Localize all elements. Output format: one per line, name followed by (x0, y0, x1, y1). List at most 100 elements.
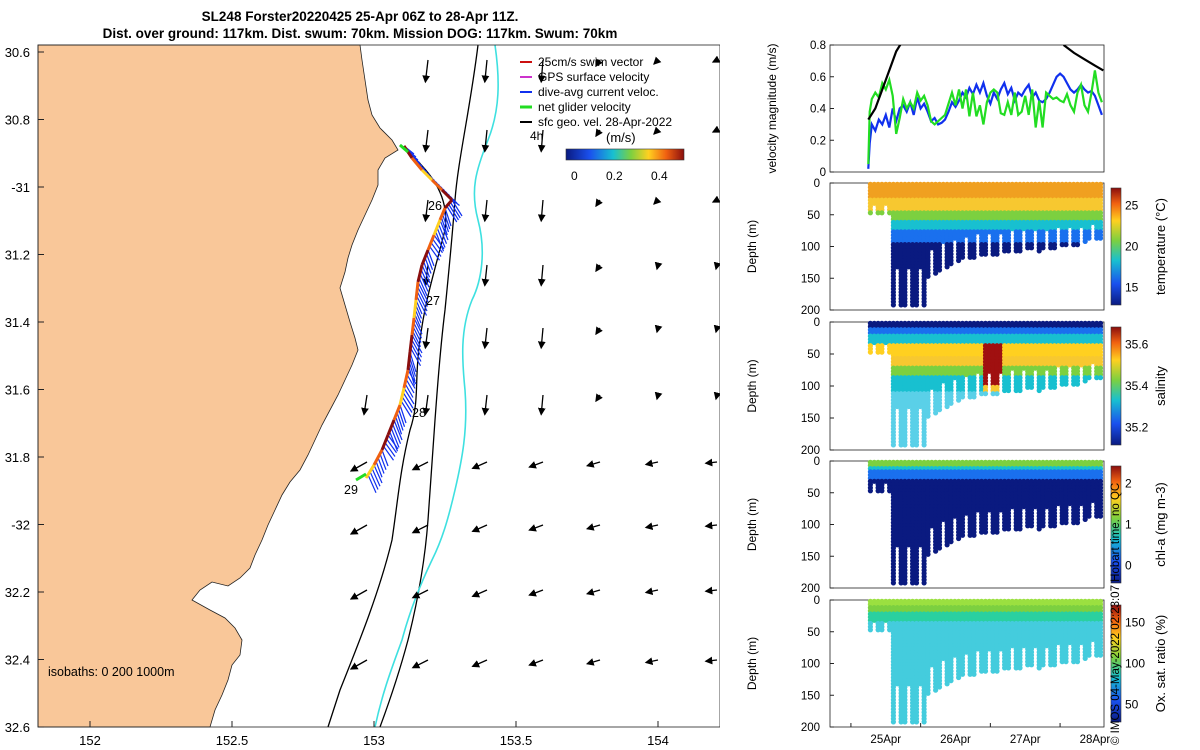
section-point (1082, 516, 1088, 523)
section-point (1078, 222, 1084, 229)
section-point (910, 580, 916, 586)
geo-vector (528, 461, 544, 469)
section-point (1067, 222, 1073, 229)
section-point (1036, 387, 1042, 394)
section-point (959, 532, 966, 538)
dive-avg-vector (399, 404, 407, 424)
dive-avg-vector (393, 419, 403, 441)
colorbar-tick-label: 35.2 (1125, 420, 1149, 434)
dive-avg-vector (411, 330, 422, 348)
legend-net: net glider velocity (538, 100, 631, 114)
section-point (883, 200, 889, 206)
legend-gps: GPS surface velocity (538, 70, 649, 84)
section-point (875, 210, 881, 216)
section-point (894, 681, 900, 687)
track-segment (440, 188, 454, 202)
section-point (994, 391, 1000, 397)
section-point (1097, 375, 1104, 381)
dive-avg-vector (373, 464, 383, 484)
map-y-tick-label: 30.8 (5, 113, 30, 128)
section-point (867, 488, 873, 494)
velocity-ylabel: velocity magnitude (m/s) (765, 43, 779, 173)
map-x-axis: 152 152.5 153 153.5 154 (79, 721, 669, 748)
dive-avg-vector (407, 369, 417, 385)
section-point (982, 529, 989, 535)
section-y-tick-label: 200 (801, 445, 820, 457)
section-point (1032, 226, 1038, 232)
colorbar-tick-label: 20 (1125, 240, 1139, 254)
velocity-series-geo (1062, 45, 1104, 72)
dive-avg-vector (427, 249, 435, 267)
colorbar-tick: 0 (571, 169, 578, 183)
dive-avg-vector (379, 453, 387, 470)
colorbar-tick: 0.2 (606, 169, 623, 183)
velocity-y-tick-label: 0 (820, 167, 826, 179)
section-point (887, 627, 893, 633)
section-point (1086, 513, 1092, 519)
day-label: 27 (426, 294, 440, 308)
section-point (902, 442, 908, 448)
geo-vector (537, 59, 546, 84)
dive-avg-vector (412, 321, 423, 339)
map-x-tick-label: 154 (647, 733, 669, 748)
velocity-series-geo (867, 45, 902, 121)
section-point (1013, 248, 1019, 254)
section-point (898, 580, 904, 586)
dive-avg-vector (411, 334, 423, 354)
figure-title-line2: Dist. over ground: 117km. Dist. swum: 70… (102, 26, 618, 41)
section-point (1002, 526, 1008, 532)
track-segment (380, 434, 390, 451)
section-point (979, 251, 985, 257)
section-ylabel: Depth (m) (745, 498, 759, 551)
section-point (1055, 500, 1061, 507)
section-point (1013, 387, 1019, 394)
section-point (925, 413, 931, 419)
section-point (936, 267, 943, 273)
colorbar-label: chl-a (mg m-3) (1153, 482, 1168, 567)
dive-avg-vector (384, 442, 396, 457)
section-point (975, 368, 981, 374)
map-x-tick-label: 152.5 (216, 733, 249, 748)
section-point (1017, 387, 1023, 394)
velocity-y-tick-label: 0.2 (810, 135, 826, 147)
dive-avg-vector (394, 416, 403, 435)
section-point (1017, 526, 1023, 532)
colorbar-tick: 0.4 (651, 169, 668, 183)
section-point (986, 507, 992, 513)
dive-avg-vector (443, 210, 451, 230)
section-point (913, 580, 920, 586)
section-point (890, 302, 896, 308)
geo-vector (644, 587, 659, 595)
section-point (917, 681, 923, 687)
section-point (1048, 523, 1054, 529)
section-point (959, 394, 966, 400)
section-point (1063, 520, 1069, 526)
dive-avg-vector (436, 227, 446, 248)
colorbar-tick-label: 0 (1125, 558, 1132, 572)
section-point (906, 681, 912, 687)
section-point (906, 542, 912, 548)
section-y-tick-label: 0 (814, 317, 820, 329)
section-point (1094, 375, 1100, 381)
dive-avg-vector (419, 273, 429, 292)
geo-vector (644, 522, 659, 530)
dive-avg-vector (387, 434, 399, 450)
velocity-y-tick-label: 0.4 (810, 104, 827, 116)
section-point (1025, 523, 1031, 529)
section-colorbar (1110, 465, 1122, 584)
section-point (913, 719, 920, 725)
section-point (986, 229, 992, 235)
section-point (898, 442, 904, 448)
map-y-tick-label: 30.6 (5, 45, 30, 60)
geo-vector (349, 524, 368, 535)
track-segment (406, 351, 412, 371)
section-point (1082, 238, 1088, 244)
dive-avg-vector (430, 242, 442, 257)
colorbar-label: salinity (1153, 366, 1168, 406)
geo-vector (654, 324, 663, 334)
section-point (1086, 375, 1092, 381)
geo-vector (537, 327, 546, 350)
section-point (929, 662, 935, 668)
